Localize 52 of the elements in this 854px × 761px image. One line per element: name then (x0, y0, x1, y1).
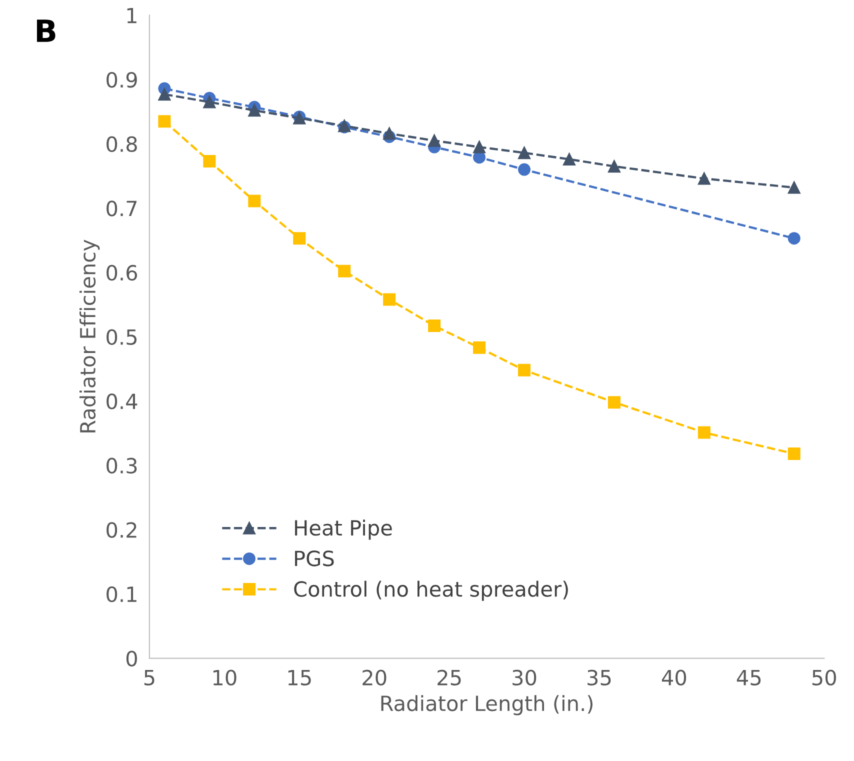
point (698, 426, 710, 439)
x-tick-label: 25 (438, 670, 461, 686)
point (788, 181, 800, 194)
point (248, 104, 261, 117)
point (248, 194, 261, 208)
text: B (36, 20, 56, 42)
legend-label: Heat Pipe (295, 520, 392, 540)
legend-label: PGS (295, 550, 334, 566)
point (158, 115, 171, 128)
y-tick-label: 0.9 (106, 72, 137, 88)
y-tick-label: 1 (127, 8, 136, 24)
x-tick-label: 45 (736, 670, 761, 686)
point (788, 232, 800, 245)
x-tick-label: 15 (288, 670, 311, 686)
point (518, 364, 531, 376)
point (383, 127, 396, 140)
y-tick-label: 0 (126, 650, 137, 666)
point (293, 232, 306, 245)
y-tick-label: 0.1 (106, 586, 136, 602)
point (428, 134, 441, 147)
point (383, 293, 396, 306)
y-tick-label: 0.6 (106, 264, 138, 281)
point (518, 163, 531, 176)
y-tick-label: 0.3 (106, 458, 137, 474)
x-tick-label: 40 (662, 670, 686, 686)
x-tick-label: 50 (812, 670, 836, 686)
point (518, 146, 531, 160)
point (788, 448, 800, 460)
point (428, 320, 441, 332)
point (608, 396, 620, 409)
point (203, 154, 216, 168)
point (338, 264, 351, 278)
point (473, 341, 486, 354)
x-tick-label: 5 (144, 670, 154, 686)
y-tick-label: 0.5 (106, 329, 137, 345)
point (698, 172, 710, 185)
point (562, 153, 576, 166)
point (158, 88, 171, 101)
y-tick-label: 0.4 (106, 394, 138, 410)
x-tick-label: 10 (213, 670, 236, 686)
legend-label: Control (no heat spreader) (294, 580, 568, 601)
y-tick-label: 0.8 (106, 136, 137, 152)
y-tick-label: 0.7 (106, 200, 137, 216)
point (203, 96, 216, 108)
y-tick-label: 0.2 (106, 522, 136, 538)
point (608, 160, 620, 173)
x-tick-label: 35 (588, 670, 611, 686)
y-axis-title: Radiator Efficiency (79, 240, 100, 432)
x-tick-label: 20 (362, 670, 386, 686)
x-tick-label: 30 (512, 670, 536, 686)
point (473, 140, 486, 154)
x-axis-title: Radiator Length (in.) (381, 695, 592, 716)
